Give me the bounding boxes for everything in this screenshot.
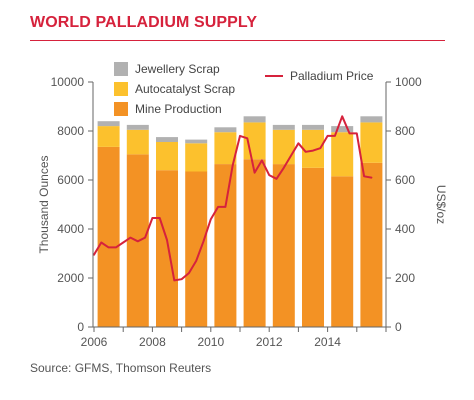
legend-swatch-autocatalyst-scrap xyxy=(114,82,128,96)
right-tick-label-200: 200 xyxy=(395,271,415,285)
legend-swatch-jewellery-scrap xyxy=(114,62,128,76)
left-tick-label-8000: 8000 xyxy=(57,124,84,138)
bar-mine-production-2015 xyxy=(360,162,383,327)
right-tick-label-800: 800 xyxy=(395,124,415,138)
bar-mine-production-2013 xyxy=(302,167,324,328)
bar-mine-production-2009 xyxy=(185,171,208,327)
bar-autocatalyst-scrap-2014 xyxy=(331,132,354,177)
left-tick-label-2000: 2000 xyxy=(57,271,84,285)
legend-label-palladium-price: Palladium Price xyxy=(290,69,374,83)
left-tick-label-6000: 6000 xyxy=(57,173,84,187)
bar-autocatalyst-scrap-2007 xyxy=(126,129,149,155)
left-tick-label-4000: 4000 xyxy=(57,222,84,236)
bar-mine-production-2008 xyxy=(156,170,178,327)
bars-layer xyxy=(97,116,383,328)
bar-mine-production-2010 xyxy=(214,164,237,327)
x-tick-label-2006: 2006 xyxy=(81,335,108,349)
legend-label-autocatalyst-scrap: Autocatalyst Scrap xyxy=(135,82,235,96)
right-tick-label-600: 600 xyxy=(395,173,415,187)
bar-jewellery-scrap-2007 xyxy=(126,124,149,130)
legend-layer: Jewellery Scrap Autocatalyst Scrap Mine Pr… xyxy=(114,62,374,116)
bar-autocatalyst-scrap-2010 xyxy=(214,132,237,164)
right-tick-label-400: 400 xyxy=(395,222,415,236)
bar-autocatalyst-scrap-2015 xyxy=(360,122,383,163)
price-line-layer xyxy=(93,115,373,282)
right-tick-label-1000: 1000 xyxy=(395,75,422,89)
x-tick-label-2008: 2008 xyxy=(139,335,166,349)
bar-autocatalyst-scrap-2012 xyxy=(272,129,295,165)
bar-autocatalyst-scrap-2009 xyxy=(185,143,208,172)
bar-mine-production-2006 xyxy=(97,146,120,327)
right-tick-label-0: 0 xyxy=(395,320,402,334)
legend-label-mine-production: Mine Production xyxy=(135,102,222,116)
palladium-price-line xyxy=(93,115,373,282)
chart-title: WORLD PALLADIUM SUPPLY xyxy=(30,14,258,31)
legend-label-jewellery-scrap: Jewellery Scrap xyxy=(135,62,220,76)
left-tick-label-10000: 10000 xyxy=(51,75,85,89)
bar-autocatalyst-scrap-2006 xyxy=(97,126,120,147)
bar-jewellery-scrap-2013 xyxy=(302,124,324,130)
bar-jewellery-scrap-2010 xyxy=(214,127,237,133)
bar-jewellery-scrap-2009 xyxy=(185,139,208,144)
bar-mine-production-2011 xyxy=(243,159,266,327)
bar-jewellery-scrap-2015 xyxy=(360,116,383,123)
x-tick-label-2012: 2012 xyxy=(256,335,283,349)
x-tick-label-2010: 2010 xyxy=(197,335,224,349)
title-rule xyxy=(30,40,445,41)
bar-mine-production-2014 xyxy=(331,176,354,327)
bar-jewellery-scrap-2014 xyxy=(331,126,354,133)
bar-autocatalyst-scrap-2013 xyxy=(302,129,324,168)
source-note: Source: GFMS, Thomson Reuters xyxy=(30,361,212,375)
bar-jewellery-scrap-2012 xyxy=(272,124,295,130)
legend-swatch-mine-production xyxy=(114,102,128,116)
y-left-axis-title: Thousand Ounces xyxy=(37,155,51,253)
axes-layer: 0 2000 4000 6000 8000 10000 0 200 400 600 800 1000 2… xyxy=(37,75,448,349)
bar-mine-production-2012 xyxy=(272,164,295,327)
bar-jewellery-scrap-2008 xyxy=(156,137,178,142)
bar-jewellery-scrap-2006 xyxy=(97,121,120,127)
x-tick-label-2014: 2014 xyxy=(314,335,341,349)
bar-autocatalyst-scrap-2008 xyxy=(156,142,178,171)
left-tick-label-0: 0 xyxy=(77,320,84,334)
y-right-axis-title: US$/oz xyxy=(434,185,448,224)
bar-jewellery-scrap-2011 xyxy=(243,116,266,123)
